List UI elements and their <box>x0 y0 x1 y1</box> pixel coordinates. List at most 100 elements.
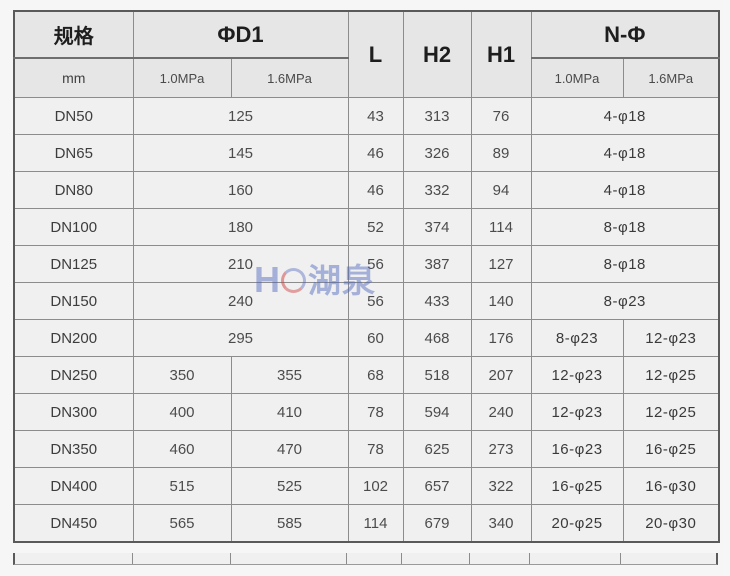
cell-d1-p16: 470 <box>230 430 349 468</box>
cell-l: 68 <box>347 356 404 394</box>
table-row-dn350: DN350 460 470 78 625 273 16-φ23 16-φ25 <box>13 430 720 468</box>
cell-h1: 140 <box>470 282 532 320</box>
cell-h2: 313 <box>402 97 472 135</box>
cell-d1-p10: 400 <box>132 393 232 431</box>
header-n: N-Φ <box>530 10 720 59</box>
cell-n: 4-φ18 <box>530 134 720 172</box>
table-row-dn450: DN450 565 585 114 679 340 20-φ25 20-φ30 <box>13 504 720 543</box>
header-spec: 规格 <box>13 10 134 59</box>
cell-l: 46 <box>347 134 404 172</box>
header-n-p16: 1.6MPa <box>622 57 720 98</box>
cell-d1: 125 <box>132 97 349 135</box>
cell-h1: 127 <box>470 245 532 283</box>
cell-h2: 625 <box>402 430 472 468</box>
cell-n-p16: 12-φ25 <box>622 356 720 394</box>
cell-h2: 679 <box>402 504 472 543</box>
cell-n-p10: 20-φ25 <box>530 504 624 543</box>
cell-l: 46 <box>347 171 404 209</box>
cell-h2: 468 <box>402 319 472 357</box>
cell-h2: 332 <box>402 171 472 209</box>
cell-h2: 433 <box>402 282 472 320</box>
cell-d1-p10: 350 <box>132 356 232 394</box>
cell-l: 78 <box>347 393 404 431</box>
cell-n-p16: 16-φ25 <box>622 430 720 468</box>
cell-n-p16: 20-φ30 <box>622 504 720 543</box>
crop-segment <box>402 553 470 564</box>
cell-l: 56 <box>347 245 404 283</box>
cell-h2: 326 <box>402 134 472 172</box>
header-d1-p16: 1.6MPa <box>230 57 349 98</box>
cell-l: 78 <box>347 430 404 468</box>
cell-d1: 145 <box>132 134 349 172</box>
cell-l: 102 <box>347 467 404 505</box>
cell-spec: DN50 <box>13 97 134 135</box>
cell-spec: DN150 <box>13 282 134 320</box>
table-row-dn80: DN80 160 46 332 94 4-φ18 <box>13 171 720 209</box>
cell-n-p10: 12-φ23 <box>530 393 624 431</box>
cell-h1: 114 <box>470 208 532 246</box>
cell-h1: 94 <box>470 171 532 209</box>
table-row-dn250: DN250 350 355 68 518 207 12-φ23 12-φ25 <box>13 356 720 394</box>
crop-segment <box>231 553 347 564</box>
cell-d1-p10: 515 <box>132 467 232 505</box>
cell-spec: DN80 <box>13 171 134 209</box>
cell-d1: 210 <box>132 245 349 283</box>
header-n-p10: 1.0MPa <box>530 57 624 98</box>
crop-segment <box>530 553 622 564</box>
cell-h2: 657 <box>402 467 472 505</box>
cell-n-p16: 16-φ30 <box>622 467 720 505</box>
cell-spec: DN350 <box>13 430 134 468</box>
cell-spec: DN400 <box>13 467 134 505</box>
cell-n: 4-φ18 <box>530 97 720 135</box>
cell-d1-p16: 355 <box>230 356 349 394</box>
cell-d1: 180 <box>132 208 349 246</box>
crop-segment <box>347 553 402 564</box>
cell-l: 43 <box>347 97 404 135</box>
cell-d1-p10: 460 <box>132 430 232 468</box>
cell-n: 4-φ18 <box>530 171 720 209</box>
cell-d1-p16: 585 <box>230 504 349 543</box>
cropped-next-row <box>13 553 718 565</box>
header-d1: ΦD1 <box>132 10 349 59</box>
cell-spec: DN125 <box>13 245 134 283</box>
cell-n-p16: 12-φ23 <box>622 319 720 357</box>
cell-d1-p16: 525 <box>230 467 349 505</box>
table-header: 规格 ΦD1 L H2 H1 N-Φ mm 1.0MPa 1.6MPa 1.0M… <box>13 10 720 98</box>
table-row-dn125: DN125 210 56 387 127 8-φ18 <box>13 245 720 283</box>
cell-d1: 160 <box>132 171 349 209</box>
header-d1-p10: 1.0MPa <box>132 57 232 98</box>
table-row-dn65: DN65 145 46 326 89 4-φ18 <box>13 134 720 172</box>
cell-h1: 76 <box>470 97 532 135</box>
crop-segment <box>133 553 231 564</box>
crop-segment <box>470 553 530 564</box>
cell-h1: 176 <box>470 319 532 357</box>
header-row-2: mm 1.0MPa 1.6MPa 1.0MPa 1.6MPa <box>13 57 720 98</box>
cell-h1: 240 <box>470 393 532 431</box>
cell-spec: DN100 <box>13 208 134 246</box>
cell-n-p10: 16-φ23 <box>530 430 624 468</box>
cell-spec: DN450 <box>13 504 134 543</box>
cell-n-p10: 8-φ23 <box>530 319 624 357</box>
spec-table: 规格 ΦD1 L H2 H1 N-Φ mm 1.0MPa 1.6MPa 1.0M… <box>13 10 720 543</box>
crop-segment <box>15 553 134 564</box>
cell-h1: 89 <box>470 134 532 172</box>
header-l: L <box>347 10 404 98</box>
cell-n: 8-φ18 <box>530 245 720 283</box>
cell-d1-p16: 410 <box>230 393 349 431</box>
cell-h1: 322 <box>470 467 532 505</box>
header-spec-unit: mm <box>13 57 134 98</box>
cell-h2: 374 <box>402 208 472 246</box>
cell-n-p10: 12-φ23 <box>530 356 624 394</box>
cell-n: 8-φ23 <box>530 282 720 320</box>
table-row-dn200: DN200 295 60 468 176 8-φ23 12-φ23 <box>13 319 720 357</box>
table-body: DN50 125 43 313 76 4-φ18 DN65 145 46 326… <box>13 97 720 543</box>
cell-n: 8-φ18 <box>530 208 720 246</box>
table-row-dn400: DN400 515 525 102 657 322 16-φ25 16-φ30 <box>13 467 720 505</box>
header-h1: H1 <box>470 10 532 98</box>
cell-spec: DN250 <box>13 356 134 394</box>
cell-spec: DN300 <box>13 393 134 431</box>
cell-h2: 594 <box>402 393 472 431</box>
cell-n-p10: 16-φ25 <box>530 467 624 505</box>
cell-spec: DN65 <box>13 134 134 172</box>
